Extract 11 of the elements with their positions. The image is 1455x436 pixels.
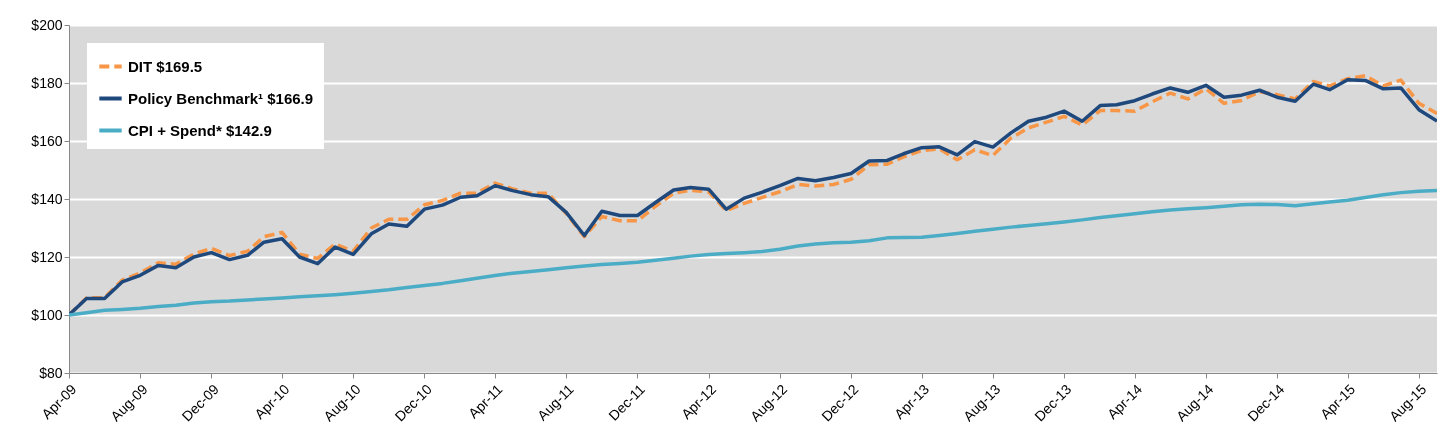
y-tick-label: $80 xyxy=(39,364,63,381)
legend-label: CPI + Spend* $142.9 xyxy=(128,121,272,139)
y-tick-label: $180 xyxy=(31,74,63,91)
y-tick-label: $120 xyxy=(31,248,63,265)
y-tick-label: $140 xyxy=(31,190,63,207)
line-series xyxy=(69,188,1437,317)
legend-label: Policy Benchmark¹ $166.9 xyxy=(128,89,314,107)
y-tick-label: $100 xyxy=(31,306,63,323)
y-tick-label: $160 xyxy=(31,132,63,149)
legend-label: DIT $169.5 xyxy=(128,57,203,75)
y-tick-label: $200 xyxy=(31,16,63,33)
